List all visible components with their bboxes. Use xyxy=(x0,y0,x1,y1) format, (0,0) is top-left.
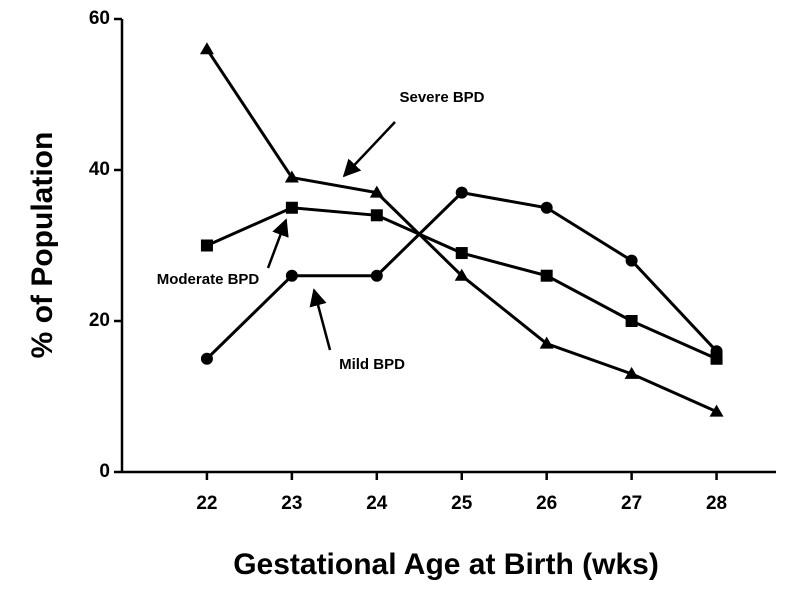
marker xyxy=(200,239,213,252)
marker xyxy=(540,269,553,282)
x-tick-label: 23 xyxy=(281,493,302,514)
annotation-arrow xyxy=(266,218,289,269)
annotation: Severe BPD xyxy=(399,89,484,106)
marker xyxy=(370,269,383,282)
annotation-arrow xyxy=(309,288,332,351)
marker xyxy=(455,247,468,260)
x-tick-label: 22 xyxy=(196,493,217,514)
x-tick-label: 24 xyxy=(366,493,388,514)
y-tick-label: 20 xyxy=(89,310,110,331)
marker xyxy=(709,404,724,417)
x-axis-label: Gestational Age at Birth (wks) xyxy=(233,548,659,581)
y-axis-label: % of Population xyxy=(26,132,59,359)
annotation-arrow xyxy=(342,121,396,178)
marker xyxy=(285,201,298,214)
y-tick-label: 60 xyxy=(89,8,110,29)
y-tick-label: 0 xyxy=(99,461,110,482)
x-tick-label: 28 xyxy=(706,493,727,514)
x-tick-label: 27 xyxy=(621,493,642,514)
y-tick-label: 40 xyxy=(89,159,110,180)
x-tick-label: 25 xyxy=(451,493,473,514)
x-tick-label: 26 xyxy=(536,493,557,514)
marker xyxy=(285,269,298,282)
marker xyxy=(625,254,638,267)
annotation: Moderate BPD xyxy=(157,271,260,288)
marker xyxy=(624,366,639,379)
marker xyxy=(284,170,299,183)
marker xyxy=(200,352,213,365)
marker xyxy=(539,336,554,349)
marker xyxy=(710,345,723,358)
marker xyxy=(625,315,638,327)
marker xyxy=(199,42,214,55)
marker xyxy=(455,186,468,199)
marker xyxy=(369,185,384,198)
annotation: Mild BPD xyxy=(339,356,405,373)
marker xyxy=(370,209,383,222)
marker xyxy=(540,201,553,214)
marker xyxy=(454,268,469,281)
